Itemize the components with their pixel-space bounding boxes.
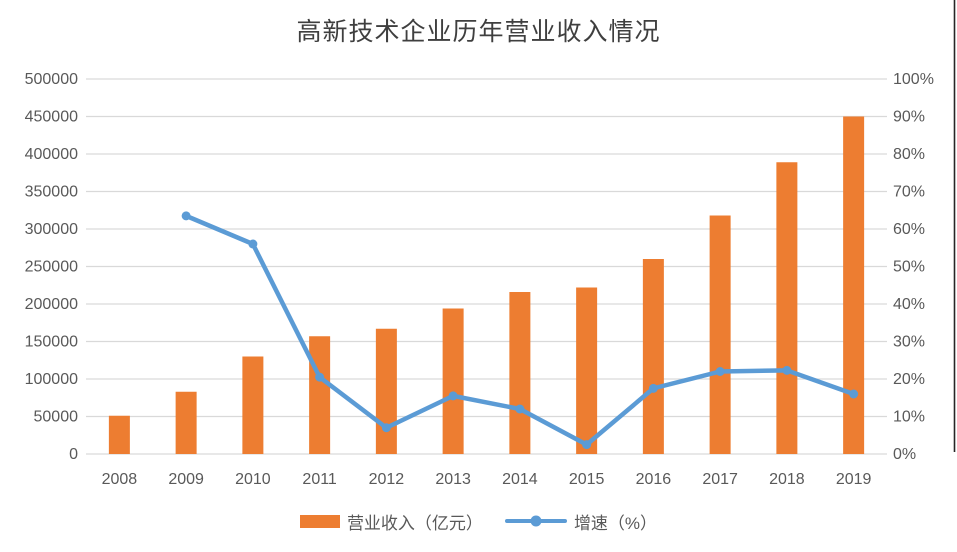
chart-title: 高新技术企业历年营业收入情况 xyxy=(296,19,661,46)
right-axis-tick-label: 20% xyxy=(893,371,925,388)
left-axis-tick-label: 500000 xyxy=(25,71,78,88)
left-axis-tick-label: 0 xyxy=(69,446,78,463)
x-axis-tick-label: 2016 xyxy=(636,471,672,488)
right-axis-tick-label: 40% xyxy=(893,296,925,313)
left-axis-tick-label: 400000 xyxy=(25,146,78,163)
right-axis-tick-label: 90% xyxy=(893,109,925,126)
x-axis-tick-label: 2008 xyxy=(102,471,138,488)
right-axis-tick-label: 60% xyxy=(893,221,925,238)
right-axis-tick-label: 70% xyxy=(893,184,925,201)
left-axis-tick-label: 250000 xyxy=(25,259,78,276)
revenue-bar xyxy=(843,116,865,454)
growth-line-marker xyxy=(582,440,592,450)
x-axis-tick-label: 2018 xyxy=(769,471,805,488)
growth-line-marker xyxy=(381,423,391,433)
right-axis-tick-label: 10% xyxy=(893,409,925,426)
growth-line-marker xyxy=(515,404,525,414)
growth-line-marker xyxy=(448,391,458,401)
x-axis-tick-label: 2010 xyxy=(235,471,271,488)
legend-bar-swatch-icon xyxy=(299,514,340,528)
growth-line-marker xyxy=(248,239,258,249)
right-axis-tick-label: 80% xyxy=(893,146,925,163)
x-axis-tick-label: 2019 xyxy=(836,471,872,488)
legend: 营业收入（亿元） 增速（%） xyxy=(0,509,957,533)
revenue-bar xyxy=(776,162,798,454)
growth-line-marker xyxy=(648,383,658,393)
x-axis-tick-label: 2009 xyxy=(168,471,204,488)
growth-line-marker xyxy=(181,211,191,221)
x-axis-tick-label: 2011 xyxy=(302,471,337,488)
revenue-bar xyxy=(242,356,264,454)
x-axis-tick-label: 2017 xyxy=(702,471,738,488)
revenue-bar xyxy=(709,215,731,454)
growth-line-marker xyxy=(315,372,325,382)
right-axis-tick-label: 50% xyxy=(893,259,925,276)
revenue-bar xyxy=(509,292,531,454)
left-axis-tick-label: 350000 xyxy=(25,184,78,201)
right-axis-tick-label: 30% xyxy=(893,334,925,351)
left-axis-tick-label: 200000 xyxy=(25,296,78,313)
revenue-bar xyxy=(642,259,664,454)
legend-line-swatch-icon xyxy=(504,515,567,527)
right-axis-tick-label: 100% xyxy=(893,71,934,88)
x-axis-tick-label: 2014 xyxy=(502,471,538,488)
revenue-bar xyxy=(375,328,397,454)
legend-line-label: 增速（%） xyxy=(573,513,658,533)
revenue-bar xyxy=(576,287,598,454)
left-axis-tick-label: 450000 xyxy=(25,109,78,126)
legend-line-marker-icon xyxy=(530,515,542,527)
left-axis-tick-label: 100000 xyxy=(25,371,78,388)
revenue-bar xyxy=(442,308,464,454)
growth-line-marker xyxy=(849,389,859,399)
revenue-bar xyxy=(309,336,331,454)
right-axis-tick-label: 0% xyxy=(893,446,916,463)
growth-line-marker xyxy=(715,367,725,376)
x-axis-tick-label: 2012 xyxy=(369,471,405,488)
x-axis-tick-label: 2013 xyxy=(435,471,471,488)
left-axis-tick-label: 150000 xyxy=(25,334,78,351)
revenue-bar xyxy=(108,415,130,454)
revenue-bar xyxy=(175,391,197,454)
growth-line-marker xyxy=(782,365,792,375)
legend-bar-label: 营业收入（亿元） xyxy=(346,513,483,533)
left-axis-tick-label: 50000 xyxy=(34,409,79,426)
x-axis-tick-label: 2015 xyxy=(569,471,605,488)
left-axis-tick-label: 300000 xyxy=(25,221,78,238)
